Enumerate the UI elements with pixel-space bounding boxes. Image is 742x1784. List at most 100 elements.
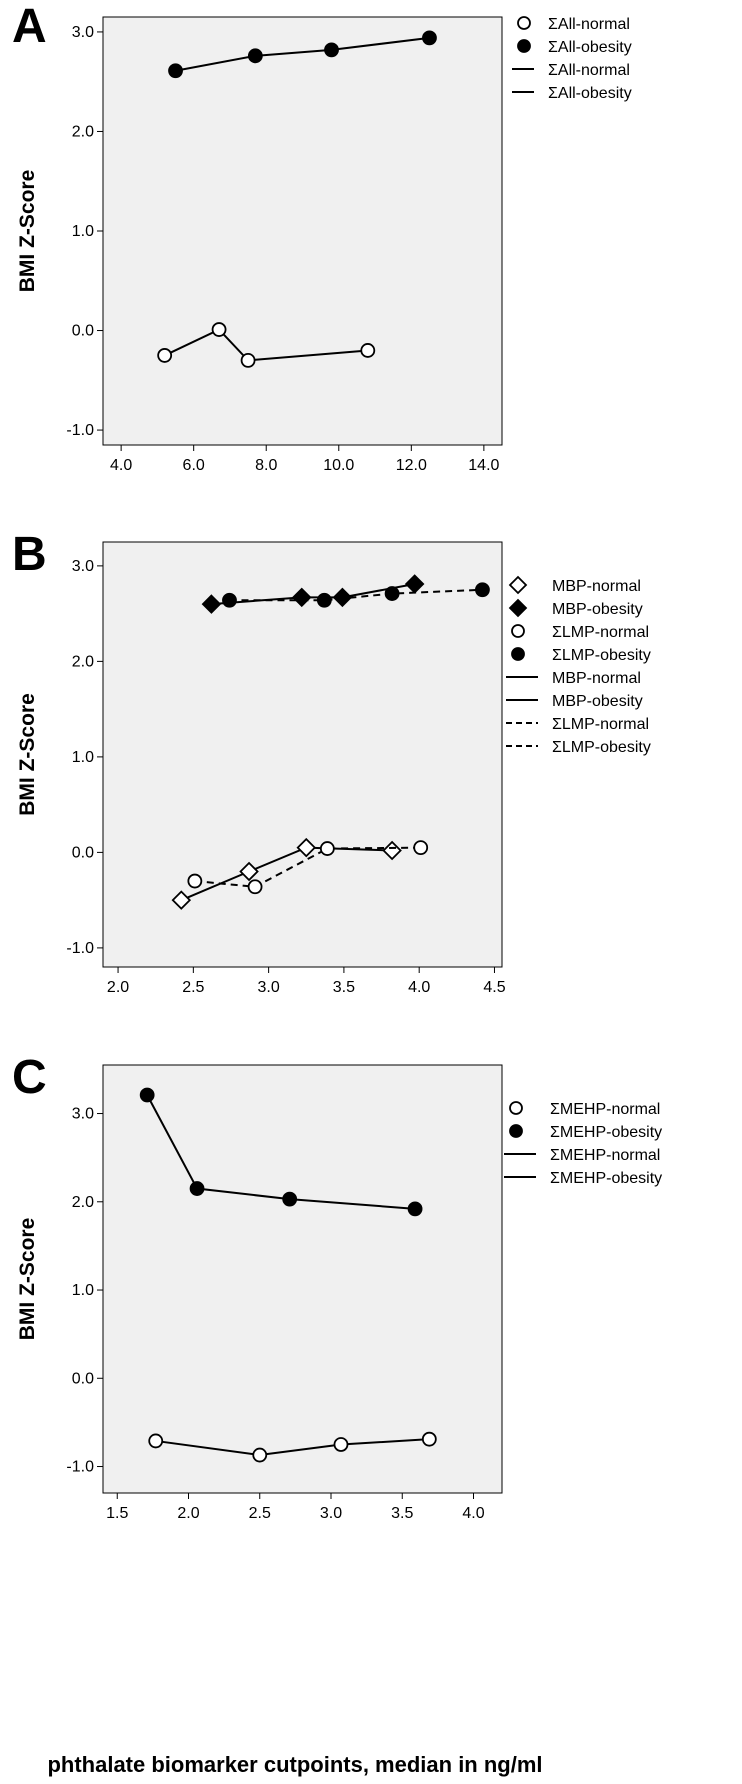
data-point [282, 1191, 298, 1207]
data-point [382, 840, 402, 861]
plot-area [102, 16, 503, 446]
legend-label: MBP-obesity [552, 693, 643, 710]
legend: ΣMEHP-normal ΣMEHP-obesity ΣMEHP-normal ΣME… [504, 1101, 662, 1187]
data-point [422, 30, 437, 46]
data-point [413, 840, 429, 856]
panel-c: C -1.0 0.0 1.0 2.0 3.0 1.5 2.0 2.5 3.0 3.5 4.0 BMI Z… [12, 1051, 662, 1522]
legend-marker [508, 598, 528, 618]
data-point [319, 841, 335, 856]
panel-a: A -1.0 0.0 1.0 2.0 3.0 4.0 6.0 8.0 10.0 12.0 14.0 BM… [12, 0, 632, 474]
y-tick-label: 2.0 [72, 653, 94, 670]
y-tick-label: -1.0 [66, 1459, 94, 1476]
legend-marker [508, 575, 528, 595]
plot-area [102, 1064, 503, 1494]
y-tick-label: 1.0 [72, 223, 94, 240]
data-point [201, 594, 222, 614]
x-tick-label: 1.5 [106, 1505, 128, 1522]
y-tick-label: 0.0 [72, 844, 94, 861]
panel-letter: C [12, 1051, 47, 1104]
y-tick-label: 1.0 [72, 1282, 94, 1299]
x-tick-label: 8.0 [255, 457, 277, 474]
legend-label: ΣAll-obesity [548, 39, 632, 56]
data-point [291, 587, 312, 608]
data-point [475, 582, 490, 598]
data-point [407, 1201, 423, 1217]
data-point [296, 837, 317, 858]
legend-marker [509, 1101, 523, 1115]
x-tick-label: 14.0 [468, 457, 499, 474]
series-2 [187, 840, 429, 895]
data-point [240, 352, 256, 368]
legend-label: MBP-obesity [552, 601, 643, 618]
data-point [252, 1447, 268, 1463]
legend-marker [511, 647, 525, 661]
legend-label: MBP-normal [552, 578, 641, 595]
legend-label: ΣMEHP-normal [550, 1147, 660, 1164]
series-line [180, 846, 393, 902]
x-tick-label: 4.0 [110, 457, 132, 474]
series-0 [157, 322, 376, 368]
x-tick-label: 3.0 [257, 979, 279, 996]
x-tick-label: 10.0 [323, 457, 354, 474]
data-point [384, 586, 400, 601]
series-line [229, 588, 483, 602]
legend-marker [511, 624, 525, 638]
data-point [168, 63, 183, 79]
y-axis-label: BMI Z-Score [16, 170, 39, 293]
series-line [175, 36, 430, 72]
y-tick-label: 1.0 [72, 749, 94, 766]
legend-label: ΣLMP-normal [552, 716, 649, 733]
x-tick-label: 2.5 [182, 979, 204, 996]
y-tick-label: 3.0 [72, 558, 94, 575]
legend-label: ΣLMP-normal [552, 624, 649, 641]
x-tick-label: 6.0 [183, 457, 205, 474]
data-point [211, 322, 227, 337]
data-point [324, 42, 339, 58]
data-point [157, 348, 173, 363]
x-tick-label: 3.0 [320, 1505, 342, 1522]
data-point [148, 1433, 164, 1449]
legend-label: ΣAll-obesity [548, 85, 632, 102]
legend-label: ΣLMP-obesity [552, 647, 651, 664]
data-point [187, 873, 203, 889]
y-tick-label: 2.0 [72, 123, 94, 140]
data-point [332, 587, 353, 608]
y-tick-label: 0.0 [72, 1370, 94, 1387]
y-tick-label: -1.0 [66, 940, 94, 957]
legend-marker [509, 1124, 523, 1138]
legend-label: ΣAll-normal [548, 16, 630, 33]
y-tick-label: -1.0 [66, 422, 94, 439]
x-tick-label: 4.0 [462, 1505, 484, 1522]
panel-letter: A [12, 0, 47, 53]
panel-letter: B [12, 528, 47, 581]
series-line [194, 846, 421, 888]
x-axis-label: phthalate biomarker cutpoints, median in… [47, 1752, 542, 1777]
legend-marker [517, 16, 531, 30]
legend: MBP-normal MBP-obesity ΣLMP-normal ΣLMP-obe… [506, 575, 651, 756]
data-point [189, 1181, 205, 1196]
data-point [247, 879, 263, 895]
series-line [155, 1438, 430, 1457]
series-0 [171, 837, 402, 910]
y-axis-label: BMI Z-Score [16, 1218, 39, 1341]
series-3 [222, 582, 490, 608]
x-tick-label: 3.5 [391, 1505, 413, 1522]
x-tick-label: 2.5 [249, 1505, 271, 1522]
data-point [139, 1087, 155, 1103]
x-tick-label: 4.5 [483, 979, 505, 996]
data-point [239, 861, 259, 882]
x-tick-label: 2.0 [107, 979, 129, 996]
y-tick-label: 2.0 [72, 1194, 94, 1211]
legend-marker [517, 39, 531, 53]
data-point [316, 592, 332, 608]
y-tick-label: 3.0 [72, 24, 94, 41]
series-line [146, 1094, 416, 1210]
legend: ΣAll-normal ΣAll-obesity ΣAll-normal ΣAll-o… [512, 16, 632, 102]
legend-label: ΣMEHP-normal [550, 1101, 660, 1118]
legend-label: ΣMEHP-obesity [550, 1170, 662, 1187]
series-1 [139, 1087, 423, 1217]
x-tick-label: 4.0 [408, 979, 430, 996]
data-point [222, 592, 237, 608]
data-point [360, 343, 376, 358]
